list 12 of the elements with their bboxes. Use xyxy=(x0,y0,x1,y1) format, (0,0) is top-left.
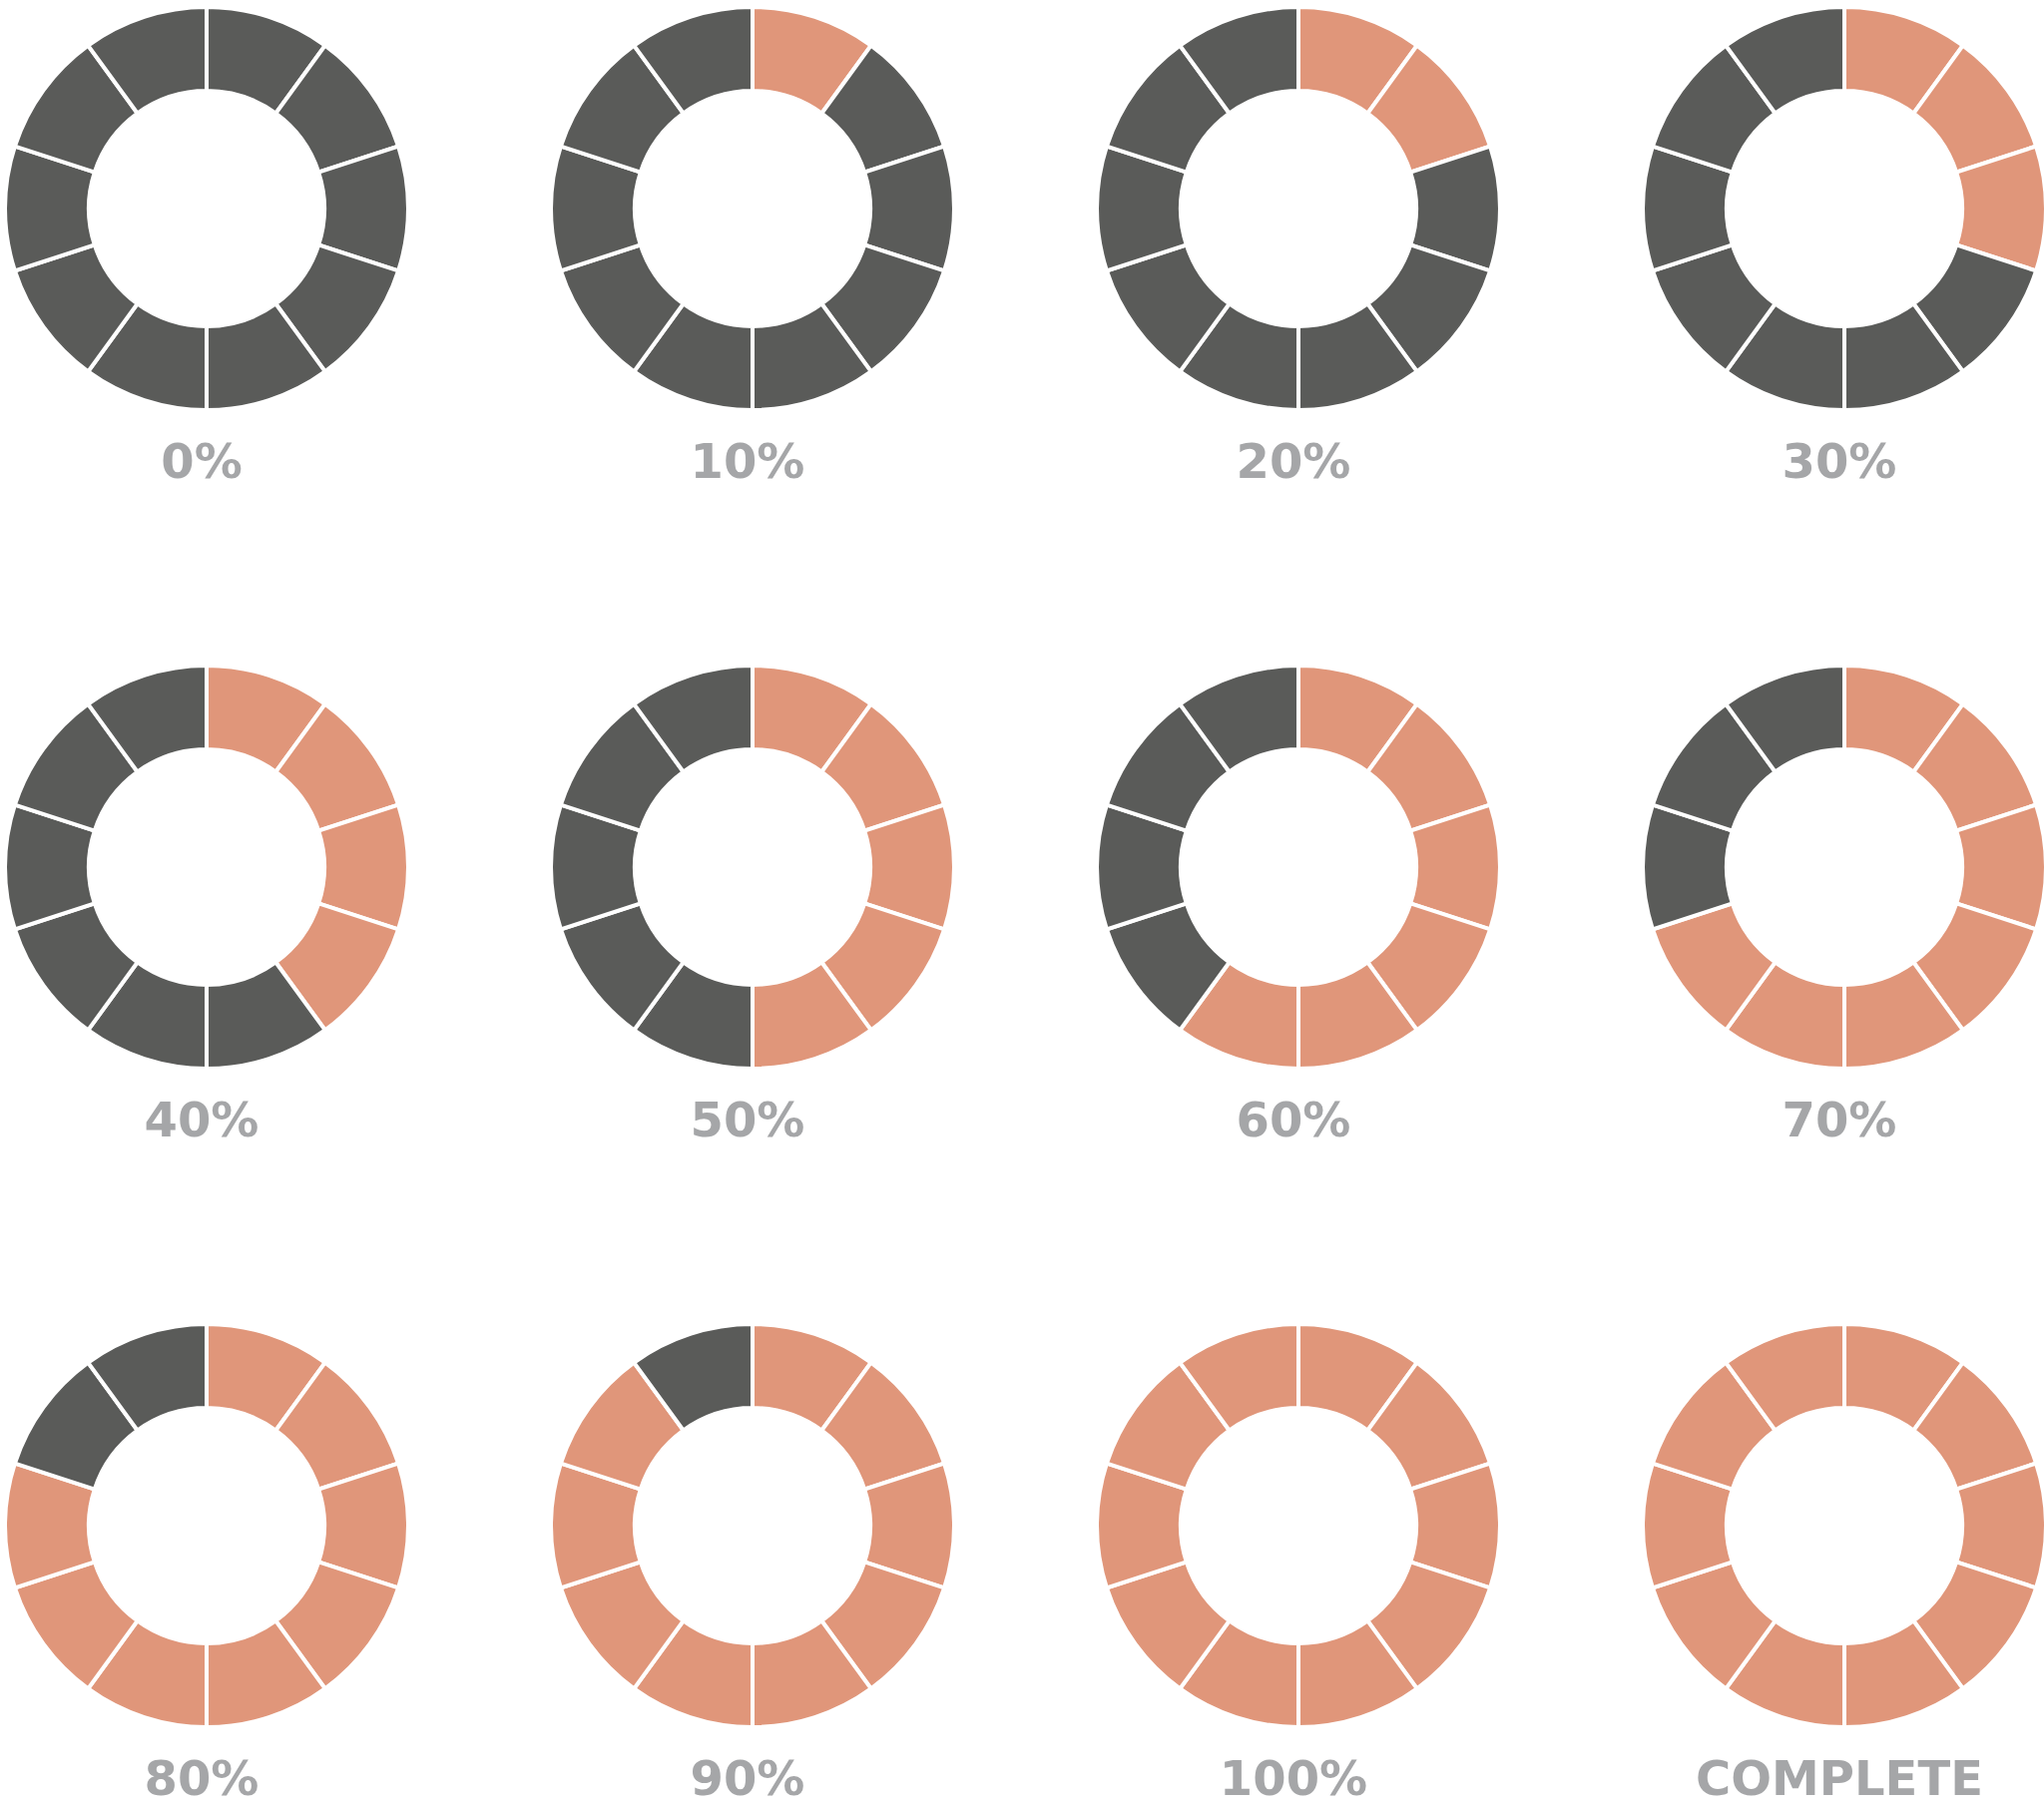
text: 40% xyxy=(143,1092,260,1147)
text: 30% xyxy=(1781,433,1898,489)
text: 90% xyxy=(689,1750,806,1805)
text: 10% xyxy=(689,433,806,489)
text: COMPLETE xyxy=(1695,1750,1984,1805)
text: 70% xyxy=(1781,1092,1898,1147)
text: 0% xyxy=(160,433,244,489)
text: 80% xyxy=(143,1750,260,1805)
text: 60% xyxy=(1235,1092,1352,1147)
text: 50% xyxy=(689,1092,806,1147)
text: 20% xyxy=(1235,433,1352,489)
text: 100% xyxy=(1218,1750,1369,1805)
